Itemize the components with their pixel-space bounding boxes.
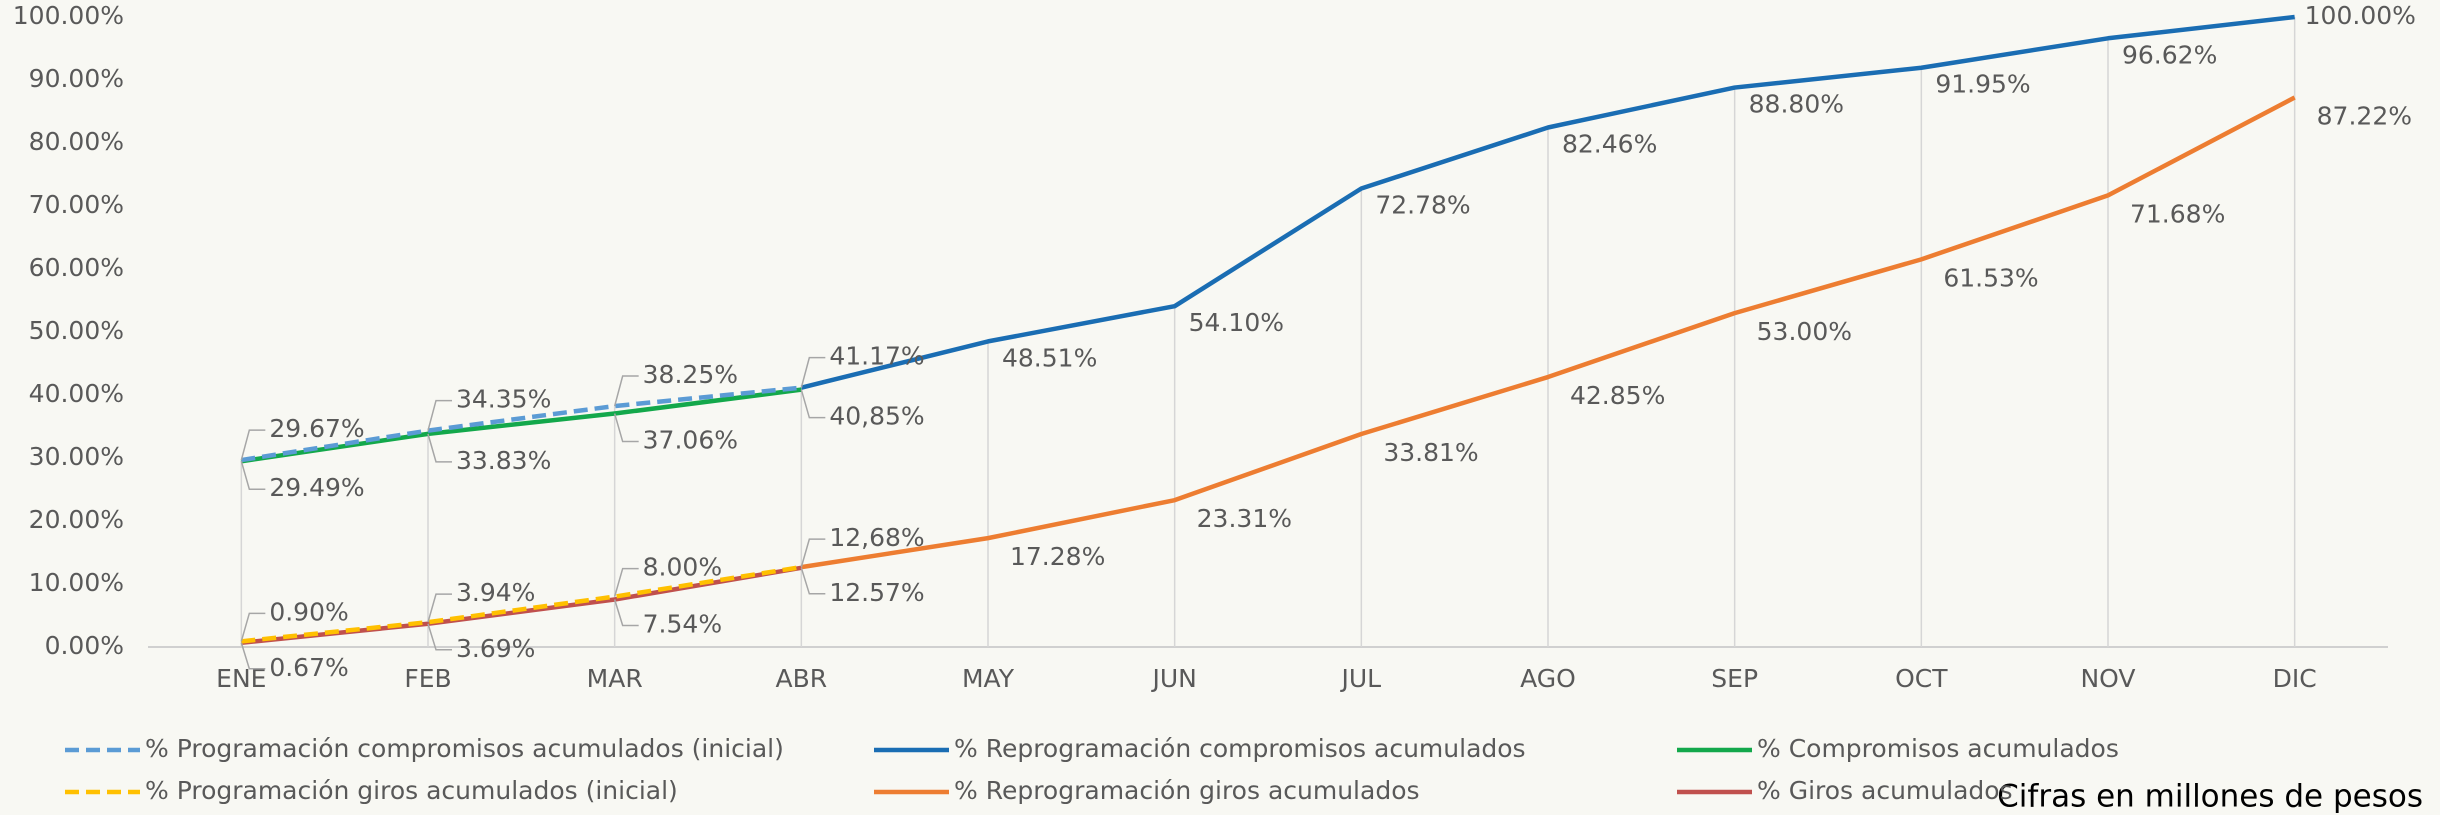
y-tick-label: 100.00% [13,1,124,30]
legend-label: % Reprogramación compromisos acumulados [954,734,1526,763]
x-tick-label: MAY [962,664,1015,693]
label-leader [613,599,639,627]
label-leader [427,623,452,651]
data-label: 12.57% [829,578,924,607]
series-line [800,14,2295,390]
data-label: 72.78% [1375,190,1470,219]
data-label: 96.62% [2122,40,2217,69]
data-label: 33.81% [1383,438,1478,467]
data-label: 33.83% [456,446,551,475]
data-label: 88.80% [1749,90,1844,119]
data-label: 100.00% [2305,1,2416,30]
data-label: 7.54% [643,609,722,638]
y-tick-label: 30.00% [29,442,124,471]
data-label: 61.53% [1943,263,2038,292]
y-tick-label: 60.00% [29,253,124,282]
data-label: 41.17% [829,342,924,371]
data-label: 3.94% [456,578,535,607]
label-leader [240,612,266,642]
series-line [240,385,802,463]
y-tick-label: 20.00% [29,505,124,534]
legend-label: % Programación giros acumulados (inicial… [145,776,678,805]
x-tick-label: JUN [1150,664,1196,693]
x-tick-label: ABR [776,664,828,693]
x-tick-label: JUL [1340,664,1382,693]
x-tick-label: AGO [1520,664,1576,693]
legend-label: % Programación compromisos acumulados (i… [145,734,784,763]
label-leader [800,356,826,388]
label-leader [240,461,266,490]
data-label: 91.95% [1935,70,2030,99]
label-leader [240,642,266,670]
label-leader [427,433,452,463]
data-label: 29.67% [269,414,364,443]
series-line [241,564,802,644]
data-label: 54.10% [1189,308,1284,337]
label-leader [427,593,452,623]
legend-label: % Reprogramación giros acumulados [954,776,1420,805]
data-label: 0.90% [269,597,348,626]
data-label: 23.31% [1197,504,1292,533]
label-leader [613,567,639,597]
y-tick-label: 70.00% [29,190,124,219]
data-label: 3.69% [456,634,535,663]
label-leader [800,538,826,568]
data-label: 38.25% [643,360,738,389]
data-label: 34.35% [456,385,551,414]
y-tick-label: 0.00% [45,631,124,660]
y-tick-label: 10.00% [29,568,124,597]
data-label: 12,68% [829,523,924,552]
y-tick-label: 80.00% [29,127,124,156]
x-tick-label: FEB [404,664,451,693]
y-tick-label: 50.00% [29,316,124,345]
data-label: 48.51% [1002,343,1097,372]
data-label: 0.67% [269,653,348,682]
data-label: 42.85% [1570,381,1665,410]
note: Cifras en millones de pesos [1997,779,2423,815]
data-label: 53.00% [1757,317,1852,346]
x-tick-label: OCT [1895,664,1948,693]
y-tick-label: 90.00% [29,64,124,93]
x-tick-label: DIC [2273,664,2317,693]
data-label: 17.28% [1010,542,1105,571]
label-leader [613,375,639,407]
label-leader [613,413,639,443]
data-label: 29.49% [269,473,364,502]
legend-label: % Giros acumulados [1757,776,2013,805]
legend-label: % Compromisos acumulados [1757,734,2119,763]
data-label: 87.22% [2317,102,2412,131]
label-leader [240,429,266,461]
x-tick-label: NOV [2080,664,2135,693]
label-leader [800,567,826,595]
data-label: 82.46% [1562,130,1657,159]
data-label: 8.00% [643,553,722,582]
data-label: 71.68% [2130,199,2225,228]
label-leader [800,389,826,419]
x-tick-label: SEP [1711,664,1758,693]
data-label: 37.06% [643,426,738,455]
series-line [800,95,2296,570]
data-label: 40,85% [829,402,924,431]
y-tick-label: 40.00% [29,379,124,408]
x-tick-label: MAR [587,664,643,693]
label-leader [427,399,452,431]
